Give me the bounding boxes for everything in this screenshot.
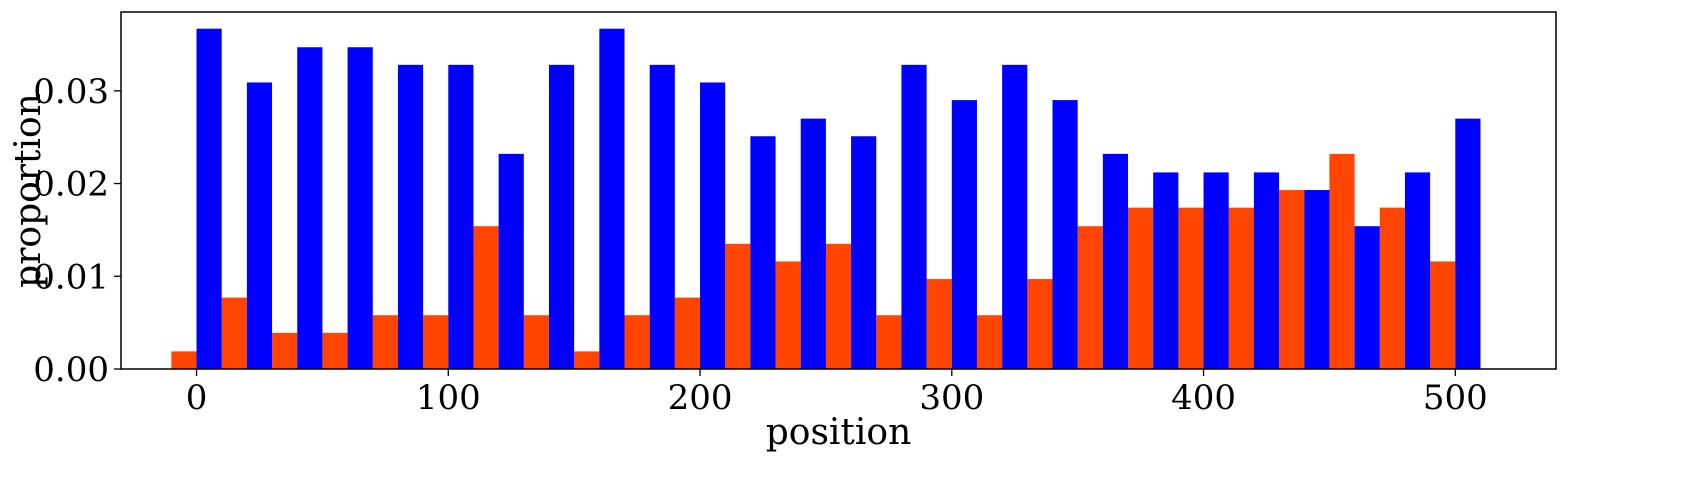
bar-series2-bin-300	[951, 100, 977, 369]
bar-series2-bin-220	[750, 136, 776, 369]
bar-series2-bin-380	[1153, 172, 1179, 369]
plot-frame	[120, 11, 1557, 370]
bar-series2-bin-240	[800, 118, 826, 370]
bar-series2-bin-280	[901, 64, 927, 369]
y-axis-label: proportion	[8, 93, 49, 288]
x-tick-label: 400	[1171, 378, 1236, 418]
bar-series1-bin-120	[473, 226, 499, 369]
bar-series1-bin-40	[272, 332, 298, 369]
bar-series1-bin-240	[775, 261, 801, 369]
bar-series2-bin-400	[1203, 172, 1229, 369]
bar-series2-bin-260	[851, 136, 877, 369]
bar-series2-bin-60	[347, 47, 373, 370]
bar-series1-bin-260	[825, 243, 852, 369]
y-tick-label: 0.01	[33, 257, 109, 297]
bar-series1-bin-400	[1178, 207, 1204, 369]
x-tick-label: 100	[416, 378, 481, 418]
bar-series2-bin-100	[448, 64, 474, 369]
bar-series2-bin-80	[397, 64, 424, 369]
y-tick-label: 0.02	[33, 165, 109, 205]
bar-series1-bin-440	[1279, 190, 1305, 369]
bar-series2-bin-0	[196, 28, 222, 369]
bar-series1-bin-140	[523, 315, 549, 369]
bar-series2-bin-500	[1455, 118, 1481, 370]
y-tick-label: 0.03	[33, 72, 109, 112]
bar-series2-bin-340	[1052, 100, 1078, 369]
x-axis-label: position	[766, 412, 912, 453]
bar-series1-bin-160	[574, 351, 600, 369]
bars-group	[171, 28, 1481, 370]
bar-series2-bin-460	[1354, 226, 1380, 369]
bar-series1-bin-200	[674, 297, 701, 369]
bar-series1-bin-360	[1077, 226, 1103, 369]
x-tick-label: 300	[919, 378, 984, 418]
bar-series1-bin-20	[221, 297, 247, 369]
bar-series2-bin-320	[1002, 64, 1028, 369]
bar-series2-bin-200	[700, 82, 726, 370]
x-tick-label: 0	[186, 378, 208, 418]
bar-series2-bin-360	[1102, 153, 1129, 369]
bar-series1-bin-0	[171, 351, 197, 369]
x-axis-ticks: 0 100 200 300 400 500	[186, 369, 1488, 418]
bar-series1-bin-80	[372, 315, 398, 369]
x-tick-label: 200	[668, 378, 733, 418]
bar-series1-bin-320	[976, 315, 1003, 369]
bar-series2-bin-420	[1253, 172, 1280, 369]
bar-series1-bin-380	[1128, 207, 1154, 369]
bar-series1-bin-500	[1430, 261, 1456, 369]
bar-series1-bin-420	[1228, 207, 1254, 369]
bar-series2-bin-160	[599, 28, 625, 369]
bar-series2-bin-180	[649, 64, 675, 369]
y-axis-ticks: 0.00 0.01 0.02 0.03	[33, 72, 121, 390]
bar-series2-bin-440	[1304, 190, 1330, 369]
bar-series2-bin-20	[246, 82, 273, 370]
bar-series2-bin-120	[498, 153, 524, 369]
bar-series1-bin-340	[1027, 279, 1053, 369]
bar-series2-bin-40	[297, 47, 323, 370]
bar-series1-bin-280	[876, 315, 902, 369]
bar-series1-bin-100	[423, 315, 449, 369]
bar-series1-bin-60	[322, 332, 348, 369]
bar-series1-bin-220	[725, 243, 751, 369]
bar-series2-bin-480	[1404, 172, 1431, 369]
bar-series1-bin-300	[926, 279, 952, 369]
bar-series1-bin-460	[1329, 153, 1355, 369]
bar-series1-bin-180	[624, 315, 650, 369]
y-tick-label: 0.00	[33, 350, 109, 390]
x-tick-label: 500	[1423, 378, 1488, 418]
bar-series2-bin-140	[548, 64, 575, 369]
bar-series1-bin-480	[1379, 207, 1405, 369]
